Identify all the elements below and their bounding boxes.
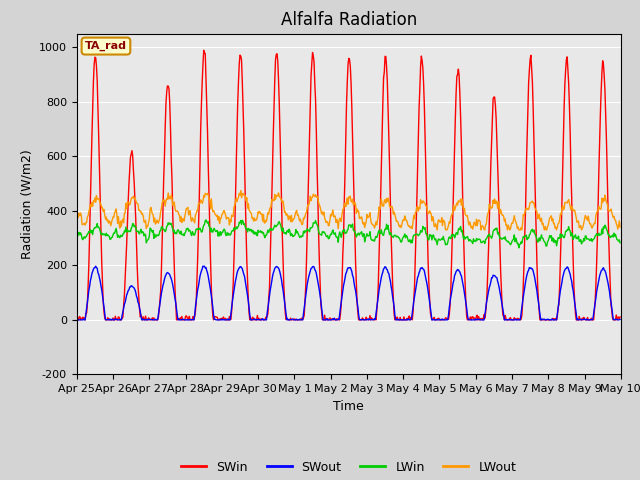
LWin: [415, 232, 423, 238]
Legend: SWin, SWout, LWin, LWout: SWin, SWout, LWin, LWout: [176, 456, 522, 479]
LWout: [139, 211, 147, 216]
LWout: [83, 219, 90, 225]
SWout: [73, 317, 81, 323]
SWin: [616, 314, 624, 320]
Line: LWout: LWout: [77, 191, 620, 230]
Y-axis label: Radiation (W/m2): Radiation (W/m2): [20, 149, 33, 259]
LWout: [616, 224, 624, 230]
SWout: [83, 305, 90, 311]
SWin: [83, 310, 90, 316]
LWout: [415, 205, 423, 211]
SWout: [199, 263, 207, 269]
LWout: [431, 224, 439, 229]
SWin: [73, 317, 81, 323]
LWout: [433, 227, 441, 233]
Text: TA_rad: TA_rad: [85, 41, 127, 51]
LWin: [73, 232, 81, 238]
LWin: [83, 233, 90, 239]
Line: SWin: SWin: [77, 50, 620, 320]
Line: LWin: LWin: [77, 220, 620, 248]
SWout: [415, 270, 423, 276]
SWout: [139, 317, 147, 323]
SWin: [431, 317, 439, 323]
LWin: [431, 237, 439, 243]
SWin: [194, 255, 202, 261]
LWin: [223, 229, 231, 235]
SWin: [223, 317, 231, 323]
Line: SWout: SWout: [77, 266, 620, 320]
LWout: [73, 214, 81, 219]
LWin: [194, 227, 202, 232]
LWout: [237, 188, 244, 193]
SWin: [200, 48, 207, 53]
SWin: [139, 317, 147, 323]
LWin: [139, 229, 147, 235]
SWin: [415, 105, 423, 110]
SWout: [616, 317, 624, 323]
LWout: [223, 216, 230, 222]
LWin: [515, 245, 523, 251]
SWout: [194, 287, 202, 292]
X-axis label: Time: Time: [333, 400, 364, 413]
Title: Alfalfa Radiation: Alfalfa Radiation: [281, 11, 417, 29]
LWout: [194, 208, 202, 214]
SWout: [431, 317, 439, 323]
SWout: [223, 317, 231, 323]
LWin: [202, 217, 210, 223]
LWin: [616, 240, 624, 246]
